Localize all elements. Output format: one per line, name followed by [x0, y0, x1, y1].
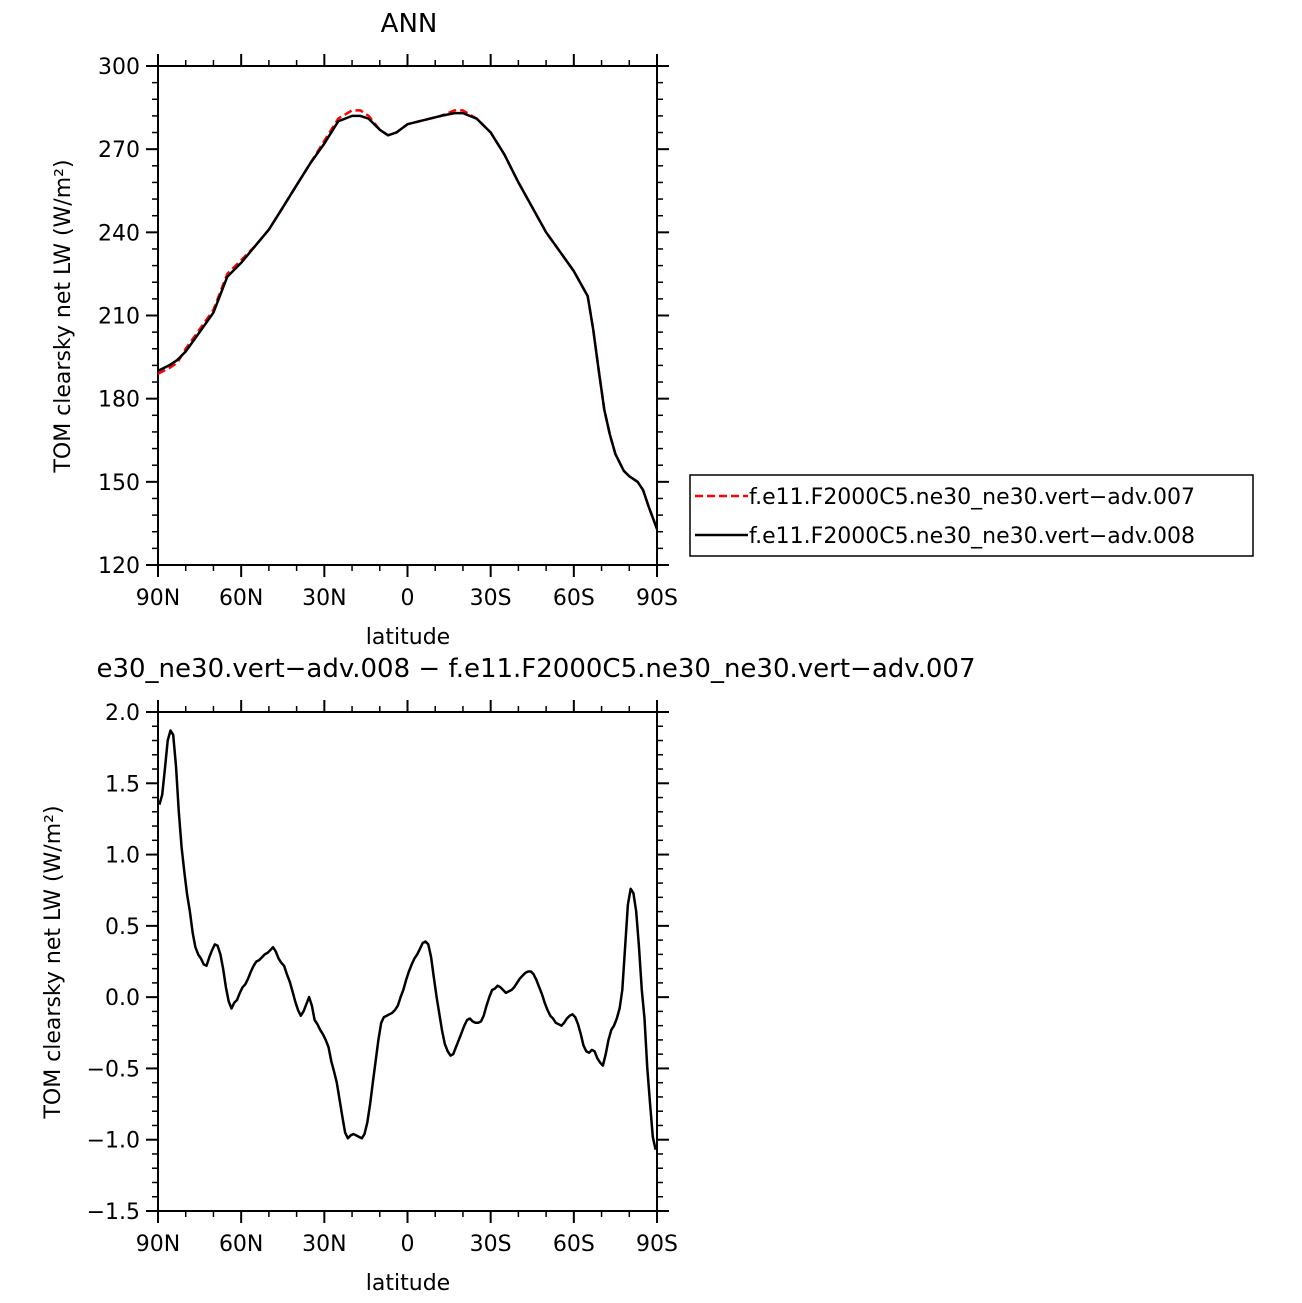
bottom-x-tick-label: 30N	[302, 1232, 346, 1257]
legend: f.e11.F2000C5.ne30_ne30.vert−adv.007 f.e…	[689, 474, 1254, 557]
top-y-tick-label: 300	[98, 55, 140, 80]
bottom-x-tick-label: 90S	[636, 1232, 678, 1257]
top-series	[157, 109, 659, 530]
bottom-x-tick-label: 0	[401, 1232, 415, 1257]
top-x-tick-label: 30S	[470, 586, 512, 611]
top-ticks: 120 150 180 210 240 270 300 90N 60N 30N 0 30S 60S 90S	[98, 54, 678, 611]
legend-box	[689, 474, 1254, 557]
top-plot-title: ANN	[381, 9, 438, 39]
bottom-y-tick-label: −1.5	[87, 1200, 140, 1225]
top-x-axis-title: latitude	[366, 625, 450, 650]
top-x-tick-label: 30N	[302, 586, 346, 611]
top-x-tick-label: 90S	[636, 586, 678, 611]
top-y-tick-label: 120	[98, 554, 140, 579]
top-x-tick-label: 60S	[553, 586, 595, 611]
top-x-tick-label: 60N	[219, 586, 263, 611]
bottom-x-tick-label: 60N	[219, 1232, 263, 1257]
legend-label-008: f.e11.F2000C5.ne30_ne30.vert−adv.008	[749, 524, 1195, 549]
bottom-x-axis-title: latitude	[366, 1271, 450, 1296]
top-y-tick-label: 150	[98, 471, 140, 496]
bottom-x-tick-label: 30S	[470, 1232, 512, 1257]
bottom-series-line-0	[158, 729, 657, 1150]
top-y-tick-label: 210	[98, 305, 140, 330]
bottom-y-tick-label: −1.0	[87, 1129, 140, 1154]
bottom-series	[158, 729, 657, 1150]
bottom-y-tick-label: 0.0	[105, 986, 140, 1011]
top-series-line-0	[157, 109, 659, 530]
top-series-line-1	[157, 111, 659, 530]
top-y-tick-label: 180	[98, 388, 140, 413]
top-x-tick-label: 90N	[136, 586, 180, 611]
bottom-y-tick-label: 2.0	[105, 701, 140, 726]
top-x-tick-label: 0	[401, 586, 415, 611]
bottom-plot-title: e30_ne30.vert−adv.008 − f.e11.F2000C5.ne…	[96, 654, 975, 684]
top-plot-frame	[157, 65, 658, 566]
bottom-y-axis-title: TOM clearsky net LW (W/m²)	[41, 805, 66, 1119]
bottom-panel: e30_ne30.vert−adv.008 − f.e11.F2000C5.ne…	[41, 654, 976, 1296]
top-y-tick-label: 270	[98, 138, 140, 163]
bottom-x-tick-label: 60S	[553, 1232, 595, 1257]
legend-label-007: f.e11.F2000C5.ne30_ne30.vert−adv.007	[749, 485, 1195, 510]
top-y-axis-title: TOM clearsky net LW (W/m²)	[51, 159, 76, 473]
top-panel: ANN 120 150 180 210 240 270 300 90N 60N 30N 0 30S 60…	[51, 9, 1254, 650]
bottom-y-tick-label: −0.5	[87, 1057, 140, 1082]
bottom-y-tick-label: 0.5	[105, 915, 140, 940]
bottom-y-tick-label: 1.5	[105, 772, 140, 797]
top-y-tick-label: 240	[98, 221, 140, 246]
bottom-y-tick-label: 1.0	[105, 844, 140, 869]
bottom-x-tick-label: 90N	[136, 1232, 180, 1257]
bottom-plot-frame	[157, 711, 658, 1212]
bottom-ticks: −1.5 −1.0 −0.5 0.0 0.5 1.0 1.5 2.0 90N 60N 30N 0 30S…	[87, 700, 678, 1257]
